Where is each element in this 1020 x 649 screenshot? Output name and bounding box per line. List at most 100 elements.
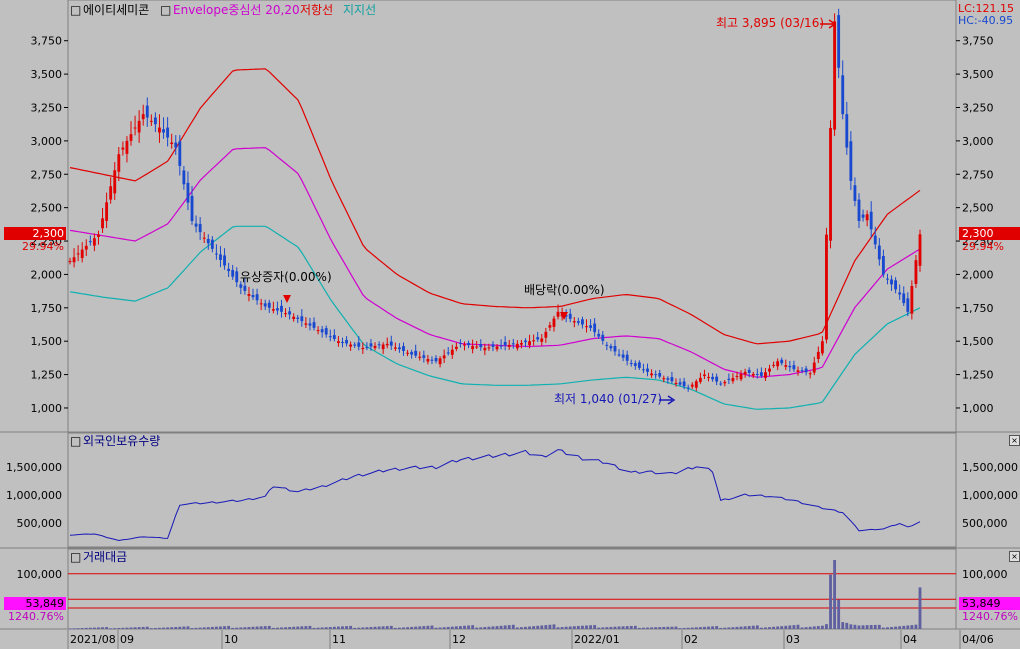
close-icon[interactable]: × [1009,551,1020,562]
value-bar [202,627,206,629]
value-bar [471,625,475,629]
candle [113,170,117,194]
value-bar [682,627,686,629]
candle [357,342,361,347]
candle [568,313,572,319]
value-bar [613,626,617,629]
candle [389,341,393,346]
value-pct-left: 1240.76% [8,610,64,623]
candle [68,261,72,263]
candle [625,354,629,361]
candle [296,317,300,319]
value-bar [219,626,222,629]
value-bar [564,626,568,629]
value-bar [906,625,910,629]
candle [678,382,682,385]
value-bar [243,627,247,629]
close-icon[interactable]: × [1009,435,1020,446]
current-pct-right: 29.94% [962,240,1004,253]
candle [231,270,235,277]
value-bar [414,626,418,629]
value-bar [768,627,771,629]
candle [190,195,194,222]
candle [280,305,283,312]
candle [662,378,666,380]
value-bar [109,628,113,630]
value-bar [719,627,723,629]
value-bar [320,627,324,629]
value-bar [751,625,755,629]
x-tick-label: 04/06 [962,633,994,646]
value-bar [467,625,470,629]
candle [605,344,609,346]
value-panel-marker[interactable]: □ [70,550,82,564]
y-tick-label: 1,250 [962,369,994,382]
candle [365,347,369,349]
value-bar [194,627,198,629]
candle [145,105,149,118]
candle [556,311,560,317]
value-bar [711,626,715,629]
value-bar [275,627,279,629]
hc-value: HC:-40.95 [958,14,1014,27]
value-badge-left: 53,849 [4,597,66,610]
candle [837,15,841,68]
value-bar [80,628,84,630]
value-bar [422,626,426,629]
value-bar [454,626,458,629]
value-bar [68,628,72,630]
y-tick-label: 1,250 [31,369,63,382]
main-title-marker[interactable]: □ [70,3,82,17]
candle [239,284,243,288]
value-bar [772,626,776,629]
ex-dividend-event[interactable]: 배당락(0.00%) [524,283,605,297]
value-bar [861,625,865,629]
candle [747,369,751,373]
candle [495,346,499,350]
value-bar [800,627,804,629]
candle [825,234,828,340]
candle [328,336,332,338]
rights-offering-event[interactable]: 유상증자(0.00%) [240,270,332,284]
low-arrow [659,395,676,405]
high-arrow [820,19,837,29]
value-bar [247,627,251,629]
value-bar [72,628,76,630]
candle [723,381,727,384]
value-bar [158,627,161,629]
candle [873,235,877,245]
candle [918,234,922,266]
value-bar [223,626,226,629]
value-bar [812,626,816,629]
candle [316,330,320,332]
envelope-marker[interactable]: □ [160,3,172,17]
value-bar [231,627,235,629]
candle [369,343,373,347]
event-marker [283,295,291,303]
value-bar [214,626,218,629]
value-bar [552,624,556,629]
value-bar [251,626,255,629]
value-bar [605,627,609,629]
y-tick-label: 100,000 [17,568,63,581]
value-bar [658,627,662,629]
value-bar [267,625,271,629]
value-bar [515,627,519,629]
candle [475,346,479,348]
foreign-panel-marker[interactable]: □ [70,434,82,448]
value-bar [507,625,511,629]
value-bar [479,627,483,629]
resistance-line [69,68,921,345]
candle [158,127,161,133]
value-bar [841,622,845,629]
value-bar [544,625,548,629]
value-bar [865,625,869,629]
candle [418,356,422,358]
candle [487,347,491,349]
x-tick-label: 2022/01 [574,633,620,646]
value-pct-right: 1240.76% [962,610,1018,623]
candle [385,343,389,346]
value-bar [735,626,739,629]
